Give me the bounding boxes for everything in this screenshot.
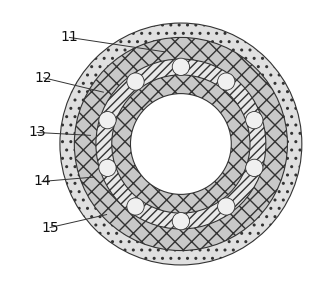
Circle shape <box>246 159 263 177</box>
Circle shape <box>74 37 287 251</box>
Circle shape <box>99 111 116 129</box>
Circle shape <box>127 73 144 90</box>
Text: 12: 12 <box>35 71 52 85</box>
Circle shape <box>172 58 190 75</box>
Circle shape <box>60 23 302 265</box>
Circle shape <box>218 73 235 90</box>
Text: 15: 15 <box>41 221 59 234</box>
Circle shape <box>172 213 190 230</box>
Circle shape <box>127 198 144 215</box>
Text: 11: 11 <box>61 31 78 44</box>
Circle shape <box>99 159 116 177</box>
Text: 13: 13 <box>28 126 46 139</box>
Circle shape <box>112 75 250 213</box>
Text: 14: 14 <box>33 175 51 188</box>
Circle shape <box>218 198 235 215</box>
Circle shape <box>96 59 266 229</box>
Circle shape <box>130 94 231 194</box>
Circle shape <box>246 111 263 129</box>
